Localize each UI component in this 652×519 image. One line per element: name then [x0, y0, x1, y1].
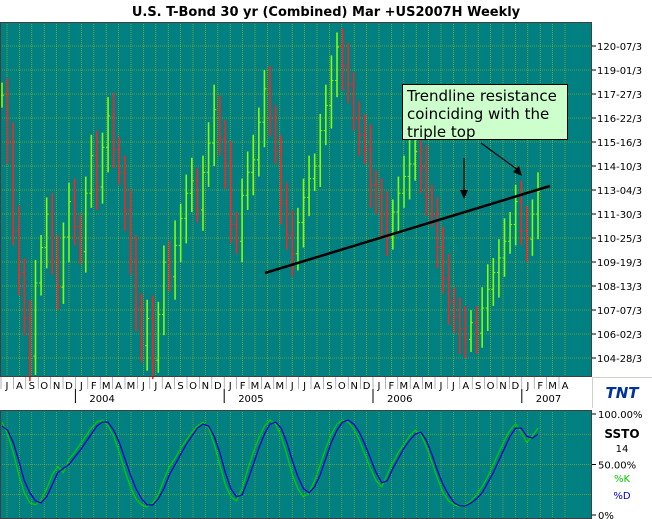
- osc-y-tick-label: 50.00%: [598, 461, 636, 472]
- arrow-1-head: [460, 190, 468, 199]
- series-line-k: [1, 419, 539, 508]
- month-label: S: [29, 381, 35, 392]
- month-label: M: [424, 381, 433, 392]
- month-label: J: [228, 381, 232, 392]
- arrow-2-head: [513, 166, 522, 176]
- month-label: S: [475, 381, 481, 392]
- month-label: D: [214, 381, 222, 392]
- month-label: A: [462, 381, 469, 392]
- month-label: N: [53, 381, 60, 392]
- month-label: O: [338, 381, 346, 392]
- month-label: O: [40, 381, 48, 392]
- month-label: J: [153, 381, 157, 392]
- month-label: F: [91, 381, 97, 392]
- month-label: O: [189, 381, 197, 392]
- year-label: 2007: [536, 394, 561, 405]
- month-label: J: [290, 381, 294, 392]
- y-tick-label: 108-13/3: [597, 282, 642, 293]
- month-label: F: [389, 381, 395, 392]
- month-label: M: [399, 381, 408, 392]
- month-label: M: [548, 381, 557, 392]
- month-label: A: [314, 381, 321, 392]
- month-label: D: [512, 381, 520, 392]
- osc-period: 14: [616, 444, 629, 455]
- annotation-textbox: Trendline resistance coinciding with the…: [402, 84, 568, 141]
- month-label: N: [499, 381, 506, 392]
- month-label: A: [115, 381, 122, 392]
- plot-border: [0, 22, 592, 377]
- title-bar: [0, 0, 652, 22]
- y-tick-label: 107-07/3: [597, 306, 642, 317]
- chart-title: U.S. T-Bond 30 yr (Combined) Mar +US2007…: [132, 5, 521, 20]
- trendline: [264, 184, 551, 275]
- y-tick-label: 119-01/3: [597, 66, 642, 77]
- month-label: A: [562, 381, 569, 392]
- y-tick-label: 113-04/3: [597, 186, 642, 197]
- logo-bg: [593, 378, 652, 408]
- month-label: M: [102, 381, 111, 392]
- logo: TNT: [605, 384, 640, 402]
- month-label: J: [79, 381, 83, 392]
- osc-title: SSTO: [604, 427, 639, 441]
- month-label: J: [439, 381, 443, 392]
- price-axis-panel: [592, 22, 652, 377]
- osc-axis-panel: [592, 408, 652, 519]
- date-axis-panel: [0, 377, 592, 410]
- y-tick-label: 104-28/3: [597, 354, 642, 365]
- y-tick-label: 117-27/3: [597, 90, 642, 101]
- osc-y-tick-label: 100.00%: [598, 410, 643, 421]
- legend-d: %D: [613, 491, 631, 502]
- month-label: J: [451, 381, 455, 392]
- month-label: J: [377, 381, 381, 392]
- month-label: O: [487, 381, 495, 392]
- arrow-2-shaft: [480, 142, 519, 171]
- legend-k: %K: [614, 474, 631, 485]
- y-tick-label: 115-16/3: [597, 138, 642, 149]
- y-tick-label: 114-10/3: [597, 162, 642, 173]
- month-label: J: [525, 381, 529, 392]
- year-label: 2006: [387, 394, 412, 405]
- y-tick-label: 109-19/3: [597, 258, 642, 269]
- month-label: J: [302, 381, 306, 392]
- month-label: A: [264, 381, 271, 392]
- month-label: M: [127, 381, 136, 392]
- year-label: 2005: [238, 394, 263, 405]
- y-tick-label: 110-25/3: [597, 234, 642, 245]
- month-label: D: [363, 381, 371, 392]
- month-label: J: [141, 381, 145, 392]
- y-tick-label: 120-07/3: [597, 42, 642, 53]
- month-label: M: [251, 381, 260, 392]
- month-label: N: [350, 381, 357, 392]
- month-label: S: [326, 381, 332, 392]
- plot-background: [0, 22, 592, 377]
- month-label: A: [16, 381, 23, 392]
- series-line-d: [1, 419, 539, 507]
- month-label: M: [275, 381, 284, 392]
- year-label: 2004: [89, 394, 114, 405]
- y-tick-label: 111-30/3: [597, 210, 642, 221]
- month-label: F: [537, 381, 543, 392]
- month-label: A: [413, 381, 420, 392]
- month-label: D: [65, 381, 73, 392]
- month-label: J: [5, 381, 9, 392]
- osc-y-tick-label: 0%: [598, 511, 614, 519]
- month-label: A: [165, 381, 172, 392]
- month-label: F: [240, 381, 246, 392]
- y-tick-label: 116-22/3: [597, 114, 642, 125]
- y-tick-label: 106-02/3: [597, 330, 642, 341]
- month-label: N: [202, 381, 209, 392]
- month-label: S: [177, 381, 183, 392]
